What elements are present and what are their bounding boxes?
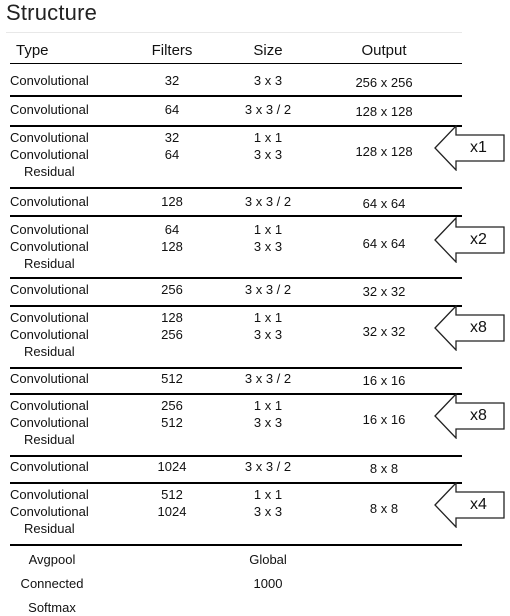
layer-type: Residual	[24, 432, 75, 447]
layer-type: Convolutional	[10, 459, 89, 474]
filters-value: 128	[161, 310, 183, 325]
layer-type: Convolutional	[10, 130, 89, 145]
size-value: 3 x 3 / 2	[244, 371, 292, 386]
filters-value: 512	[161, 415, 183, 430]
size-value: 3 x 3	[253, 415, 283, 430]
row-divider	[10, 63, 462, 64]
size-value: 3 x 3	[253, 147, 283, 162]
filters-value: 512	[161, 487, 183, 502]
repeat-count: x8	[470, 319, 487, 336]
layer-type: Convolutional	[10, 371, 89, 386]
row-divider	[10, 367, 462, 369]
layer-type: Softmax	[28, 600, 76, 615]
size-value: 3 x 3 / 2	[244, 459, 292, 474]
filters-value: 64	[164, 147, 180, 162]
size-value: 3 x 3	[253, 239, 283, 254]
output-value: 32 x 32	[362, 324, 406, 339]
layer-type: Residual	[24, 164, 75, 179]
repeat-count: x4	[470, 496, 487, 513]
header-filters: Filters	[151, 42, 193, 59]
output-value: 8 x 8	[369, 461, 399, 476]
filters-value: 1024	[157, 459, 187, 474]
size-value: 3 x 3	[253, 73, 283, 88]
repeat-count: x8	[470, 407, 487, 424]
size-value: 1 x 1	[253, 310, 283, 325]
layer-type: Convolutional	[10, 194, 89, 209]
title-divider	[6, 32, 462, 33]
layer-type: Connected	[20, 576, 84, 591]
repeat-count: x1	[470, 139, 487, 156]
layer-type: Convolutional	[10, 147, 89, 162]
filters-value: 128	[161, 239, 183, 254]
output-value: 128 x 128	[355, 144, 413, 159]
layer-type: Convolutional	[10, 282, 89, 297]
output-value: 128 x 128	[355, 104, 413, 119]
header-size: Size	[253, 42, 283, 59]
filters-value: 128	[161, 194, 183, 209]
layer-type: Convolutional	[10, 398, 89, 413]
layer-type: Convolutional	[10, 239, 89, 254]
filters-value: 64	[164, 222, 180, 237]
row-divider	[10, 482, 462, 484]
layer-type: Avgpool	[28, 552, 76, 567]
page-title: Structure	[6, 0, 98, 25]
repeat-arrow-icon	[434, 217, 506, 263]
layer-type: Convolutional	[10, 73, 89, 88]
size-value: 3 x 3	[253, 504, 283, 519]
layer-type: Convolutional	[10, 504, 89, 519]
size-value: 1 x 1	[253, 130, 283, 145]
repeat-arrow-icon	[434, 393, 506, 439]
size-value: 1 x 1	[253, 222, 283, 237]
output-value: 64 x 64	[362, 236, 406, 251]
row-divider	[10, 125, 462, 127]
size-value: 3 x 3	[253, 327, 283, 342]
layer-type: Convolutional	[10, 310, 89, 325]
size-value: 3 x 3 / 2	[244, 102, 292, 117]
layer-type: Convolutional	[10, 222, 89, 237]
layer-type: Convolutional	[10, 327, 89, 342]
row-divider	[10, 305, 462, 307]
size-value: 3 x 3 / 2	[244, 282, 292, 297]
layer-type: Convolutional	[10, 487, 89, 502]
layer-type: Convolutional	[10, 102, 89, 117]
row-divider	[10, 455, 462, 457]
layer-type: Residual	[24, 344, 75, 359]
filters-value: 256	[161, 327, 183, 342]
row-divider	[10, 277, 462, 279]
output-value: 16 x 16	[362, 373, 406, 388]
row-divider	[10, 393, 462, 395]
row-divider	[10, 544, 462, 546]
header-type: Type	[16, 42, 49, 59]
layer-type: Residual	[24, 256, 75, 271]
size-value: 1 x 1	[253, 487, 283, 502]
filters-value: 64	[164, 102, 180, 117]
filters-value: 32	[164, 130, 180, 145]
output-value: 8 x 8	[369, 501, 399, 516]
filters-value: 256	[161, 282, 183, 297]
filters-value: 32	[164, 73, 180, 88]
output-value: 256 x 256	[355, 75, 413, 90]
layer-type: Residual	[24, 521, 75, 536]
filters-value: 256	[161, 398, 183, 413]
row-divider	[10, 187, 462, 189]
header-output: Output	[361, 42, 407, 59]
filters-value: 1024	[157, 504, 187, 519]
row-divider	[10, 215, 462, 217]
output-value: 64 x 64	[362, 196, 406, 211]
size-value: 1 x 1	[253, 398, 283, 413]
layer-type: Convolutional	[10, 415, 89, 430]
size-value: 3 x 3 / 2	[244, 194, 292, 209]
output-value: 32 x 32	[362, 284, 406, 299]
repeat-count: x2	[470, 231, 487, 248]
filters-value: 512	[161, 371, 183, 386]
row-divider	[10, 95, 462, 97]
size-value: 1000	[253, 576, 283, 591]
output-value: 16 x 16	[362, 412, 406, 427]
repeat-arrow-icon	[434, 482, 506, 528]
repeat-arrow-icon	[434, 125, 506, 171]
size-value: Global	[249, 552, 287, 567]
repeat-arrow-icon	[434, 305, 506, 351]
